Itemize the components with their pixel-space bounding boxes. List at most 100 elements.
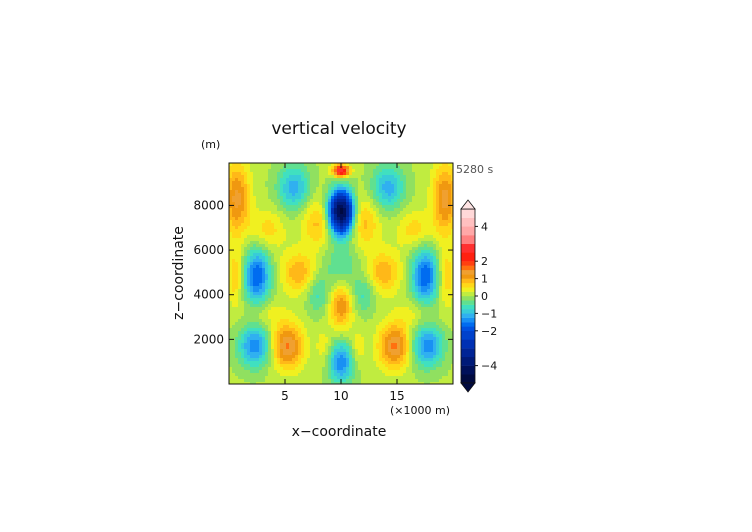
contour-cell bbox=[235, 184, 239, 188]
contour-cell bbox=[409, 229, 413, 233]
contour-cell bbox=[424, 355, 428, 359]
contour-cell bbox=[229, 355, 233, 359]
contour-cell bbox=[295, 280, 299, 284]
contour-cell bbox=[394, 175, 398, 179]
contour-cell bbox=[379, 358, 383, 362]
contour-cell bbox=[337, 277, 341, 281]
contour-cell bbox=[445, 208, 449, 212]
contour-cell bbox=[397, 316, 401, 320]
contour-cell bbox=[286, 334, 290, 338]
contour-cell bbox=[445, 349, 449, 353]
contour-cell bbox=[427, 253, 431, 257]
contour-cell bbox=[253, 262, 257, 266]
contour-cell bbox=[307, 328, 311, 332]
contour-cell bbox=[307, 301, 311, 305]
contour-cell bbox=[298, 274, 302, 278]
contour-cell bbox=[388, 355, 392, 359]
contour-cell bbox=[304, 244, 308, 248]
contour-cell bbox=[247, 196, 251, 200]
contour-cell bbox=[424, 352, 428, 356]
contour-cell bbox=[394, 268, 398, 272]
contour-cell bbox=[436, 358, 440, 362]
contour-cell bbox=[397, 163, 401, 167]
contour-cell bbox=[412, 229, 416, 233]
contour-cell bbox=[232, 337, 236, 341]
contour-cell bbox=[352, 274, 356, 278]
contour-cell bbox=[394, 226, 398, 230]
contour-cell bbox=[313, 199, 317, 203]
contour-cell bbox=[244, 220, 248, 224]
contour-cell bbox=[361, 235, 365, 239]
contour-cell bbox=[337, 292, 341, 296]
contour-cell bbox=[337, 286, 341, 290]
contour-cell bbox=[244, 187, 248, 191]
contour-cell bbox=[256, 163, 260, 167]
contour-cell bbox=[337, 301, 341, 305]
contour-cell bbox=[274, 175, 278, 179]
contour-cell bbox=[307, 253, 311, 257]
contour-cell bbox=[412, 205, 416, 209]
contour-cell bbox=[253, 205, 257, 209]
contour-cell bbox=[289, 256, 293, 260]
contour-cell bbox=[394, 169, 398, 173]
contour-cell bbox=[442, 319, 446, 323]
contour-cell bbox=[292, 280, 296, 284]
contour-cell bbox=[451, 349, 454, 353]
contour-cell bbox=[319, 181, 323, 185]
contour-cell bbox=[442, 217, 446, 221]
contour-cell bbox=[364, 316, 368, 320]
contour-cell bbox=[268, 280, 272, 284]
contour-cell bbox=[295, 250, 299, 254]
contour-cell bbox=[445, 262, 449, 266]
contour-cell bbox=[328, 247, 332, 251]
contour-cell bbox=[364, 241, 368, 245]
contour-cell bbox=[280, 361, 284, 365]
contour-cell bbox=[244, 337, 248, 341]
contour-cell bbox=[415, 319, 419, 323]
contour-cell bbox=[385, 280, 389, 284]
contour-cell bbox=[301, 310, 305, 314]
contour-cell bbox=[262, 196, 266, 200]
contour-cell bbox=[238, 325, 242, 329]
contour-cell bbox=[247, 301, 251, 305]
contour-cell bbox=[313, 244, 317, 248]
contour-cell bbox=[331, 193, 335, 197]
contour-cell bbox=[379, 289, 383, 293]
contour-cell bbox=[418, 163, 422, 167]
contour-cell bbox=[388, 343, 392, 347]
contour-cell bbox=[349, 355, 353, 359]
contour-cell bbox=[277, 313, 281, 317]
contour-cell bbox=[349, 268, 353, 272]
contour-cell bbox=[424, 235, 428, 239]
contour-cell bbox=[403, 262, 407, 266]
contour-cell bbox=[415, 325, 419, 329]
contour-cell bbox=[394, 271, 398, 275]
contour-cell bbox=[382, 205, 386, 209]
contour-cell bbox=[280, 214, 284, 218]
contour-cell bbox=[232, 256, 236, 260]
contour-cell bbox=[370, 319, 374, 323]
contour-cell bbox=[379, 199, 383, 203]
contour-cell bbox=[232, 172, 236, 176]
contour-cell bbox=[340, 334, 344, 338]
contour-cell bbox=[406, 190, 410, 194]
contour-cell bbox=[334, 187, 338, 191]
contour-cell bbox=[271, 280, 275, 284]
contour-cell bbox=[331, 208, 335, 212]
contour-cell bbox=[400, 259, 404, 263]
contour-cell bbox=[346, 223, 350, 227]
contour-cell bbox=[382, 343, 386, 347]
contour-cell bbox=[322, 313, 326, 317]
contour-cell bbox=[259, 319, 263, 323]
contour-cell bbox=[442, 238, 446, 242]
contour-cell bbox=[322, 298, 326, 302]
contour-cell bbox=[313, 232, 317, 236]
contour-cell bbox=[331, 184, 335, 188]
contour-cell bbox=[280, 196, 284, 200]
contour-cell bbox=[361, 178, 365, 182]
contour-cell bbox=[340, 178, 344, 182]
contour-cell bbox=[238, 274, 242, 278]
contour-cell bbox=[400, 199, 404, 203]
contour-cell bbox=[280, 256, 284, 260]
contour-cell bbox=[232, 361, 236, 365]
